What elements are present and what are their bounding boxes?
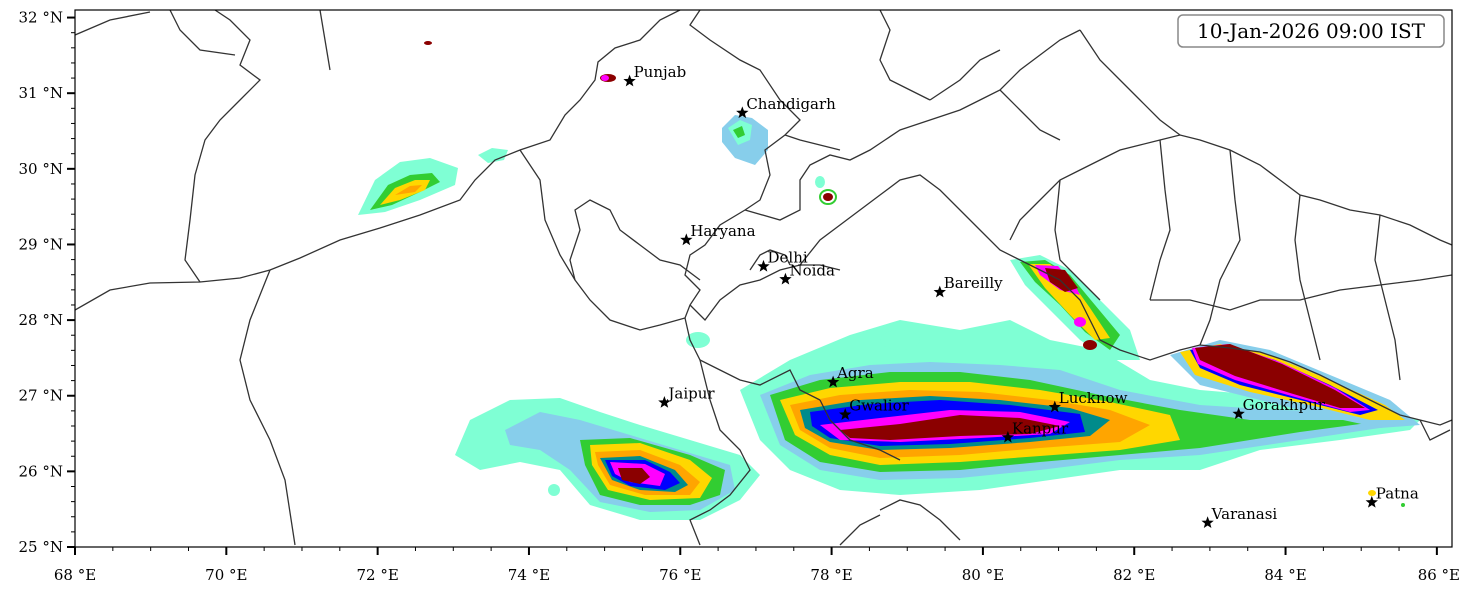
city-marker: Gorakhpur [1232,396,1326,420]
star-icon [658,396,671,408]
y-tick-label: 30 °N [19,160,63,178]
x-tick-label: 70 °E [205,566,247,584]
y-tick-label: 26 °N [19,462,63,480]
x-tick-label: 68 °E [54,566,96,584]
city-marker: Punjab [623,63,687,87]
star-icon [826,375,840,388]
city-label: Patna [1376,484,1419,502]
precip-layer [358,41,1420,520]
star-icon [680,233,693,246]
city-marker: Haryana [680,222,756,246]
star-icon [839,408,852,420]
plot-frame [74,9,1453,548]
star-icon [757,259,770,272]
city-marker: Kanpur [1001,419,1069,443]
city-marker: Lucknow [1048,389,1128,413]
star-icon [1001,430,1015,443]
star-icon [736,106,749,119]
city-marker: Chandigarh [736,95,836,119]
star-icon [1048,400,1061,413]
city-label: Delhi [768,248,808,266]
x-tick-label: 76 °E [659,566,701,584]
city-label: Gwalior [849,397,909,415]
axis-ticks: 68 °E 70 °E 72 °E 74 °E 76 °E 78 °E 80 °E 82 °E… [19,9,1460,584]
y-tick-label: 32 °N [19,9,63,27]
city-marker: Patna [1365,484,1419,508]
x-tick-label: 80 °E [962,566,1004,584]
y-tick-label: 29 °N [19,235,63,253]
star-icon [623,74,636,87]
city-label: Bareilly [944,274,1003,292]
y-tick-label: 25 °N [19,538,63,556]
city-label: Lucknow [1059,389,1128,407]
city-marker: Agra [826,364,874,388]
city-label: Chandigarh [746,95,836,113]
city-label: Varanasi [1211,505,1278,523]
x-tick-label: 78 °E [810,566,852,584]
x-tick-label: 86 °E [1418,566,1460,584]
city-label: Jaipur [666,385,715,403]
city-marker: Varanasi [1201,505,1278,529]
city-marker: Bareilly [933,274,1003,298]
city-marker: Gwalior [839,397,910,420]
city-label: Agra [836,364,874,382]
boundary-lines [75,10,1452,546]
star-icon [1201,516,1214,529]
x-tick-label: 74 °E [508,566,550,584]
star-icon [933,285,946,298]
city-label: Gorakhpur [1243,396,1326,414]
city-label: Haryana [690,222,755,240]
star-icon [1232,407,1245,420]
city-marker: Delhi [757,248,808,272]
city-label: Kanpur [1012,419,1069,437]
star-icon [779,272,792,285]
city-marker: Noida [779,261,835,285]
x-tick-label: 82 °E [1113,566,1155,584]
y-tick-label: 31 °N [19,84,63,102]
city-label: Noida [789,261,835,279]
y-tick-label: 28 °N [19,311,63,329]
star-icon [1365,495,1378,508]
timestamp-label: 10-Jan-2026 09:00 IST [1197,19,1426,43]
x-tick-label: 84 °E [1264,566,1306,584]
x-tick-label: 72 °E [356,566,398,584]
city-marker: Jaipur [658,385,715,408]
timestamp-box: 10-Jan-2026 09:00 IST [1177,14,1445,48]
y-tick-label: 27 °N [19,387,63,405]
city-label: Punjab [634,63,687,81]
